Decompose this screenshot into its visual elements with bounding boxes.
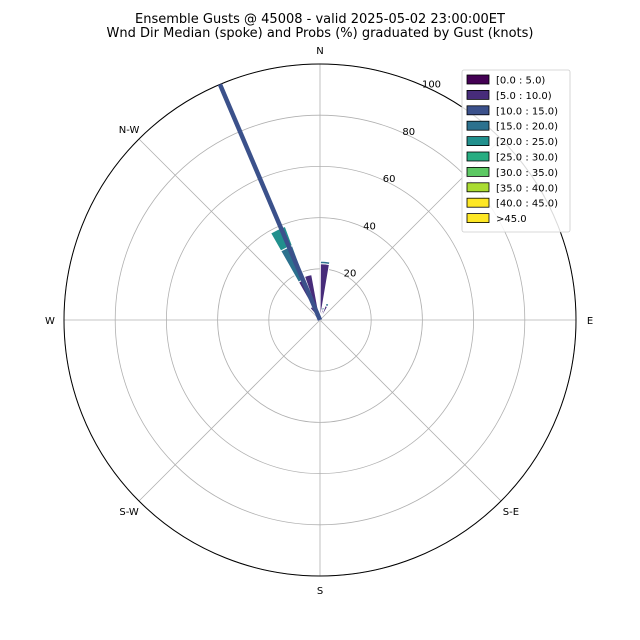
wind-bar-segment — [319, 260, 331, 266]
direction-label: S-W — [119, 507, 139, 518]
chart-title: Ensemble Gusts @ 45008 - valid 2025-05-0… — [135, 12, 505, 27]
legend-label: [40.0 : 45.0) — [496, 199, 558, 210]
direction-labels: N N-W W S-W S S-E E — [45, 46, 593, 597]
chart-subtitle: Wnd Dir Median (spoke) and Probs (%) gra… — [107, 26, 534, 41]
radial-tick-label: 100 — [422, 79, 441, 90]
legend-label: [0.0 : 5.0) — [496, 76, 545, 87]
legend-label: [15.0 : 20.0) — [496, 122, 558, 133]
legend-label: [30.0 : 35.0) — [496, 168, 558, 179]
radial-tick-label: 80 — [402, 127, 415, 138]
legend-label: >45.0 — [496, 214, 527, 225]
legend-label: [25.0 : 30.0) — [496, 153, 558, 164]
polar-outline — [63, 63, 577, 577]
radial-tick-labels: 20 40 60 80 100 — [344, 79, 441, 279]
legend-swatch — [466, 120, 490, 131]
legend-swatch — [466, 90, 490, 100]
legend-swatch — [466, 166, 490, 177]
wind-bar-segment — [324, 302, 330, 308]
direction-label: N — [316, 46, 323, 57]
legend-swatch — [466, 74, 490, 85]
legend-swatch — [466, 182, 490, 193]
grid-spoke — [138, 138, 321, 321]
polar-grid — [63, 63, 577, 577]
direction-label: S — [317, 586, 323, 597]
median-spoke — [217, 83, 323, 321]
legend-label: [10.0 : 15.0) — [496, 106, 558, 117]
legend-swatch — [466, 197, 490, 208]
direction-label: S-E — [503, 507, 519, 518]
direction-label: E — [587, 316, 593, 327]
direction-label: N-W — [119, 125, 140, 136]
legend: [0.0 : 5.0) [5.0 : 10.0) [10.0 : 15.0) [15.… — [461, 69, 571, 233]
radial-tick-label: 60 — [383, 174, 396, 185]
legend-label: [5.0 : 10.0) — [496, 91, 552, 102]
grid-spoke — [138, 319, 321, 502]
legend-swatch — [466, 213, 490, 224]
legend-swatch — [466, 105, 490, 116]
grid-spoke — [319, 319, 502, 502]
direction-label: W — [45, 316, 55, 327]
radial-tick-label: 20 — [344, 269, 357, 280]
median-spoke-line — [217, 83, 323, 321]
radial-tick-label: 40 — [363, 221, 376, 232]
legend-label: [20.0 : 25.0) — [496, 137, 558, 148]
legend-label: [35.0 : 40.0) — [496, 183, 558, 194]
legend-swatch — [466, 136, 490, 147]
legend-swatch — [466, 151, 490, 162]
